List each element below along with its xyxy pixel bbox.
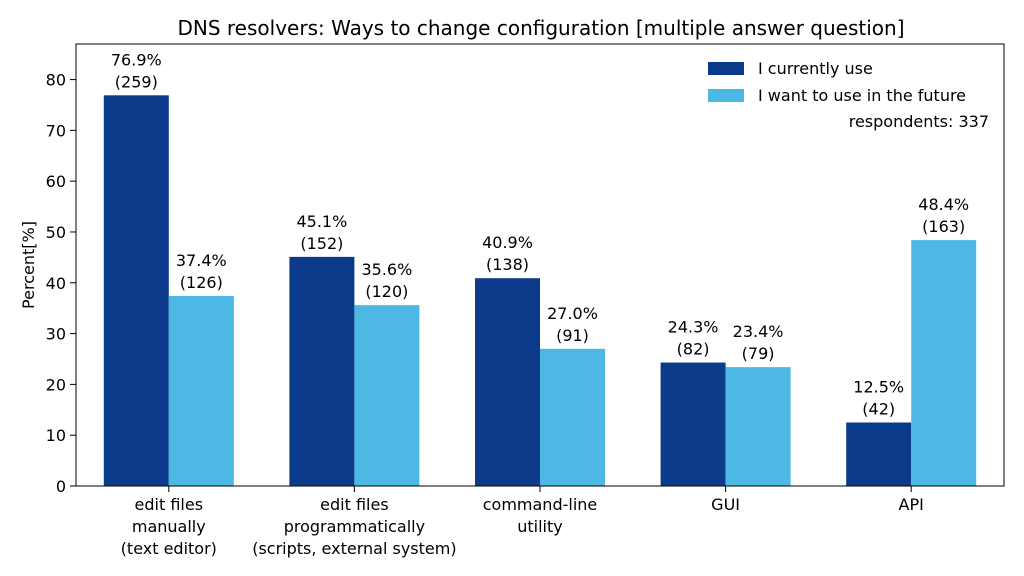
x-tick-label: command-line bbox=[483, 495, 598, 514]
data-label-count: (259) bbox=[115, 72, 158, 91]
x-tick-label: edit files bbox=[135, 495, 204, 514]
x-tick-label: API bbox=[899, 495, 924, 514]
x-tick-label: programmatically bbox=[284, 517, 425, 536]
data-label-count: (126) bbox=[180, 273, 223, 292]
x-tick-label: (text editor) bbox=[121, 539, 217, 558]
y-tick-label: 30 bbox=[46, 325, 66, 344]
data-label-count: (82) bbox=[677, 340, 710, 359]
x-tick-label: manually bbox=[132, 517, 206, 536]
data-label-percent: 37.4% bbox=[176, 251, 227, 270]
bar-current bbox=[289, 256, 355, 486]
legend-swatch-current bbox=[708, 62, 744, 75]
y-tick-label: 40 bbox=[46, 274, 66, 293]
bar-future bbox=[354, 305, 420, 486]
legend: I currently use I want to use in the fut… bbox=[708, 59, 989, 131]
data-label-percent: 76.9% bbox=[111, 50, 162, 69]
data-label-percent: 12.5% bbox=[853, 377, 904, 396]
chart-title: DNS resolvers: Ways to change configurat… bbox=[177, 16, 904, 40]
bar-current bbox=[846, 422, 912, 486]
data-label-percent: 35.6% bbox=[361, 260, 412, 279]
data-label-count: (152) bbox=[300, 234, 343, 253]
data-label-count: (163) bbox=[922, 217, 965, 236]
data-label-count: (91) bbox=[556, 326, 589, 345]
data-label-count: (138) bbox=[486, 255, 529, 274]
y-tick-label: 20 bbox=[46, 375, 66, 394]
bar-current bbox=[475, 278, 540, 486]
plot-frame bbox=[75, 43, 1005, 487]
data-label-percent: 48.4% bbox=[918, 195, 969, 214]
bar-current bbox=[660, 362, 726, 486]
y-tick-label: 10 bbox=[46, 426, 66, 445]
bar-future bbox=[911, 240, 977, 486]
bar-current bbox=[103, 95, 169, 486]
data-label-percent: 23.4% bbox=[733, 322, 784, 341]
y-tick-label: 70 bbox=[46, 121, 66, 140]
legend-respondents-note: respondents: 337 bbox=[849, 112, 989, 131]
legend-swatch-future bbox=[708, 89, 744, 102]
x-tick-label: utility bbox=[517, 517, 563, 536]
y-axis-label: Percent[%] bbox=[19, 221, 38, 309]
data-label-count: (42) bbox=[862, 399, 895, 418]
bar-future bbox=[725, 367, 791, 486]
bar-future bbox=[540, 348, 605, 486]
data-label-percent: 27.0% bbox=[547, 304, 598, 323]
y-tick-label: 50 bbox=[46, 223, 66, 242]
y-tick-label: 60 bbox=[46, 172, 66, 191]
y-tick-label: 0 bbox=[56, 477, 66, 496]
x-tick-label: GUI bbox=[711, 495, 740, 514]
x-tick-label: edit files bbox=[320, 495, 389, 514]
data-label-count: (79) bbox=[742, 344, 775, 363]
data-label-percent: 40.9% bbox=[482, 233, 533, 252]
legend-label-future: I want to use in the future bbox=[758, 86, 966, 105]
bar-future bbox=[168, 295, 234, 486]
legend-label-current: I currently use bbox=[758, 59, 873, 78]
plot-area: 0 10 20 30 40 50 60 70 80 edit files manually (text… bbox=[46, 43, 1005, 558]
data-label-count: (120) bbox=[365, 282, 408, 301]
y-tick-label: 80 bbox=[46, 71, 66, 90]
x-tick-label: (scripts, external system) bbox=[252, 539, 456, 558]
data-label-percent: 24.3% bbox=[668, 318, 719, 337]
data-label-percent: 45.1% bbox=[296, 212, 347, 231]
